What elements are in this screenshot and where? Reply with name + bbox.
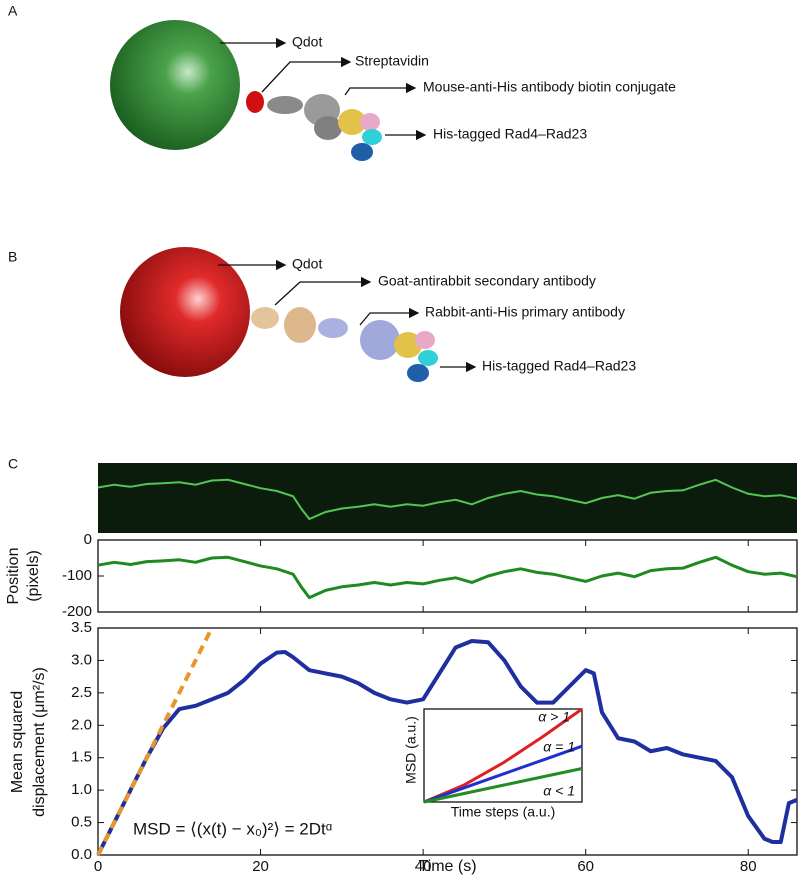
- y-tick-label: 0: [84, 531, 92, 548]
- protein-complex: [246, 91, 382, 161]
- diagram-label: Qdot: [292, 256, 322, 272]
- data-line: [423, 744, 583, 804]
- y-axis-label: Position: [5, 548, 22, 605]
- qdot-sphere: [120, 247, 250, 377]
- y-tick-label: 1.5: [71, 749, 92, 766]
- y-tick-label: 3.0: [71, 651, 92, 668]
- data-line: [97, 555, 798, 600]
- y-tick-label: 0.5: [71, 814, 92, 831]
- x-tick-label: 80: [740, 858, 757, 875]
- data-line: [423, 767, 583, 804]
- protein-complex: [251, 307, 438, 382]
- x-axis-label: Time (s): [418, 858, 476, 875]
- arrow: [344, 82, 417, 96]
- data-line: [96, 638, 798, 856]
- line-label: α = 1: [543, 739, 575, 755]
- x-axis-label: Time steps (a.u.): [451, 804, 556, 820]
- arrow: [274, 276, 372, 306]
- y-tick-label: 1.0: [71, 781, 92, 798]
- panel-label: B: [8, 249, 17, 265]
- equation: MSD = ⟨(x(t) − x₀)²⟩ = 2Dtᵅ: [133, 819, 332, 838]
- panel-label: A: [8, 3, 18, 19]
- diagram-label: Goat-antirabbit secondary antibody: [378, 273, 596, 289]
- x-tick-label: 0: [94, 858, 102, 875]
- kymograph-trace: [97, 478, 798, 521]
- diagram-label: Streptavidin: [355, 53, 429, 69]
- x-tick-label: 20: [252, 858, 269, 875]
- line-label: α < 1: [543, 783, 575, 799]
- data-line: [96, 627, 214, 856]
- y-tick-label: 2.0: [71, 716, 92, 733]
- arrow: [359, 307, 420, 326]
- x-tick-label: 60: [577, 858, 594, 875]
- diagram-label: Mouse-anti-His antibody biotin conjugate: [423, 79, 676, 95]
- panel-label: C: [8, 456, 18, 472]
- diagram-label: His-tagged Rad4–Rad23: [482, 358, 636, 374]
- y-tick-label: 2.5: [71, 684, 92, 701]
- y-axis-label: Mean squared: [9, 691, 26, 793]
- plot-frame: [97, 539, 798, 613]
- y-axis-label: displacement (μm²/s): [31, 667, 48, 817]
- y-tick-label: 0.0: [71, 846, 92, 863]
- y-axis-label: (pixels): [25, 550, 42, 602]
- diagram-label: Qdot: [292, 34, 322, 50]
- kymograph: [98, 463, 797, 533]
- y-axis-label: MSD (a.u.): [403, 716, 419, 784]
- line-label: α > 1: [538, 709, 570, 725]
- diagram-label: Rabbit-anti-His primary antibody: [425, 304, 625, 320]
- qdot-sphere: [110, 20, 240, 150]
- y-tick-label: -200: [62, 603, 92, 620]
- arrow: [261, 56, 352, 93]
- data-line: [423, 707, 583, 804]
- x-tick-label: 40: [415, 858, 432, 875]
- y-tick-label: -100: [62, 567, 92, 584]
- diagram-label: His-tagged Rad4–Rad23: [433, 126, 587, 142]
- y-tick-label: 3.5: [71, 619, 92, 636]
